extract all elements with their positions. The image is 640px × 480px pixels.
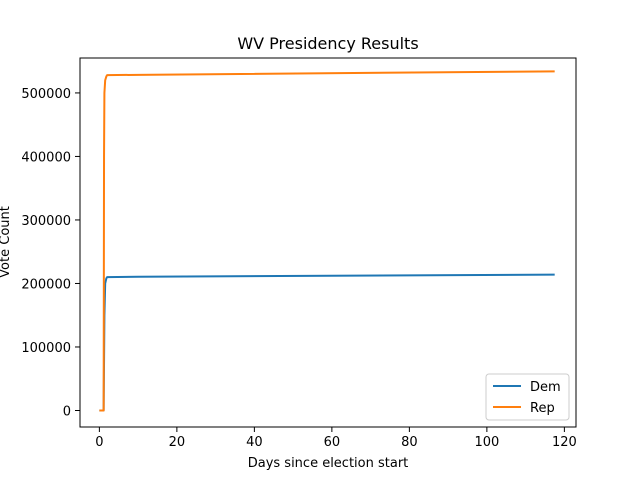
plot-area	[79, 57, 577, 428]
y-axis-ticks: 0 100000 200000 300000 400000 500000	[21, 87, 80, 419]
x-tick-label: 60	[324, 435, 341, 450]
y-tick-label: 200000	[21, 277, 71, 292]
legend-label-dem: Dem	[530, 380, 561, 395]
x-tick-label: 40	[246, 435, 263, 450]
y-tick-label: 300000	[21, 214, 71, 229]
y-tick-label: 400000	[21, 150, 71, 165]
y-tick-label: 500000	[21, 87, 71, 102]
x-axis-label: Days since election start	[248, 456, 409, 471]
y-tick-label: 100000	[21, 341, 71, 356]
series-line-rep	[99, 70, 555, 412]
x-tick-label: 80	[401, 435, 418, 450]
y-tick-label: 0	[63, 404, 71, 419]
series-lines	[99, 70, 555, 412]
x-tick-label: 120	[552, 435, 577, 450]
y-axis-label: Vote Count	[0, 206, 13, 278]
x-tick-label: 0	[95, 435, 103, 450]
legend-label-rep: Rep	[530, 401, 555, 416]
x-tick-label: 20	[169, 435, 186, 450]
chart-title: WV Presidency Results	[237, 34, 418, 53]
x-axis-ticks: 0 20 40 60 80 100 120	[95, 427, 577, 450]
x-tick-label: 100	[474, 435, 499, 450]
legend: Dem Rep	[485, 373, 570, 421]
